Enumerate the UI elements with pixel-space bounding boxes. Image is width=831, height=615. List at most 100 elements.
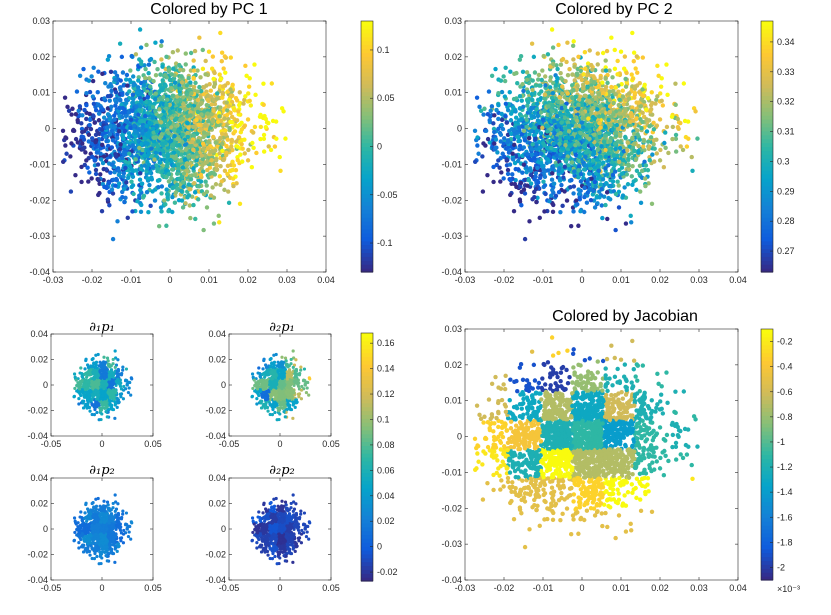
data-point: [210, 185, 215, 190]
data-point: [81, 137, 87, 142]
data-point: [116, 181, 122, 186]
data-point: [187, 203, 192, 208]
data-point: [120, 155, 125, 161]
data-point: [127, 151, 132, 156]
data-point: [210, 54, 216, 59]
data-point: [551, 202, 556, 208]
data-point: [532, 114, 537, 120]
data-point: [79, 164, 84, 170]
data-point: [101, 166, 106, 172]
data-point: [247, 98, 252, 104]
data-point: [211, 221, 217, 226]
data-point: [217, 174, 223, 179]
data-point: [138, 61, 144, 67]
data-point: [158, 43, 164, 49]
data-point: [201, 227, 206, 233]
colorbar-tick-label: -0.05: [377, 190, 398, 200]
data-point: [684, 144, 690, 149]
colorbar-segment: [361, 228, 373, 234]
data-point: [199, 153, 204, 158]
data-point: [222, 54, 228, 59]
data-point: [234, 139, 239, 144]
data-point: [178, 86, 184, 92]
data-point: [122, 107, 127, 112]
data-point: [510, 172, 515, 177]
colorbar-segment: [361, 52, 373, 57]
data-point: [261, 149, 267, 154]
data-point: [598, 103, 603, 109]
data-point: [166, 179, 172, 184]
data-point: [482, 106, 487, 111]
data-point: [181, 184, 186, 190]
data-point: [203, 58, 208, 64]
data-point: [97, 181, 102, 186]
data-point: [571, 57, 576, 62]
data-point: [186, 75, 191, 81]
data-point: [542, 209, 547, 214]
data-point: [485, 111, 491, 117]
data-point: [175, 48, 180, 53]
data-point: [191, 75, 196, 81]
data-point: [128, 68, 133, 73]
data-point: [517, 197, 523, 202]
data-point: [124, 97, 129, 103]
data-point: [99, 208, 105, 214]
data-point: [625, 140, 630, 145]
data-point: [660, 103, 666, 108]
data-point: [164, 168, 169, 173]
data-point: [261, 132, 267, 138]
data-point: [191, 180, 197, 186]
data-point: [239, 127, 245, 132]
data-point: [218, 30, 223, 36]
colorbar-tick-label: -0.1: [377, 238, 393, 248]
data-point: [116, 122, 121, 128]
data-point: [170, 185, 175, 191]
data-point: [136, 78, 141, 83]
data-point: [214, 156, 219, 162]
y-tick-label: 0: [45, 124, 50, 134]
data-point: [80, 113, 85, 118]
data-point: [117, 146, 123, 152]
data-point: [188, 68, 194, 73]
data-point: [221, 157, 226, 163]
data-point: [222, 168, 228, 174]
y-tick-label: -0.02: [29, 195, 50, 205]
data-point: [592, 132, 597, 137]
data-point: [655, 94, 660, 99]
data-point: [562, 115, 568, 120]
data-point: [185, 195, 190, 200]
x-tick-label: 0.03: [278, 275, 296, 285]
data-point: [608, 184, 614, 189]
data-point: [118, 78, 123, 83]
data-point: [109, 145, 115, 150]
data-point: [625, 182, 631, 187]
data-point: [228, 119, 233, 125]
data-point: [121, 186, 127, 192]
data-point: [199, 100, 204, 106]
data-point: [236, 135, 242, 140]
data-point: [480, 154, 485, 159]
data-point: [203, 72, 208, 77]
colorbar-tick-label: 0.1: [377, 45, 390, 55]
data-point: [166, 131, 172, 136]
data-point: [107, 116, 112, 122]
data-point: [138, 103, 143, 109]
data-point: [638, 189, 643, 194]
colorbar-segment: [361, 205, 373, 210]
data-point: [630, 182, 635, 188]
data-point: [567, 67, 572, 72]
data-point: [183, 201, 188, 206]
data-point: [585, 85, 590, 90]
data-point: [536, 97, 541, 103]
data-point: [648, 102, 654, 108]
data-point: [211, 84, 217, 89]
data-point: [587, 48, 592, 53]
data-point: [79, 121, 84, 126]
data-point: [150, 189, 155, 194]
data-point: [598, 75, 603, 81]
data-point: [192, 190, 198, 195]
data-point: [651, 120, 656, 126]
data-point: [164, 54, 169, 59]
data-point: [139, 181, 145, 187]
data-point: [242, 137, 247, 142]
